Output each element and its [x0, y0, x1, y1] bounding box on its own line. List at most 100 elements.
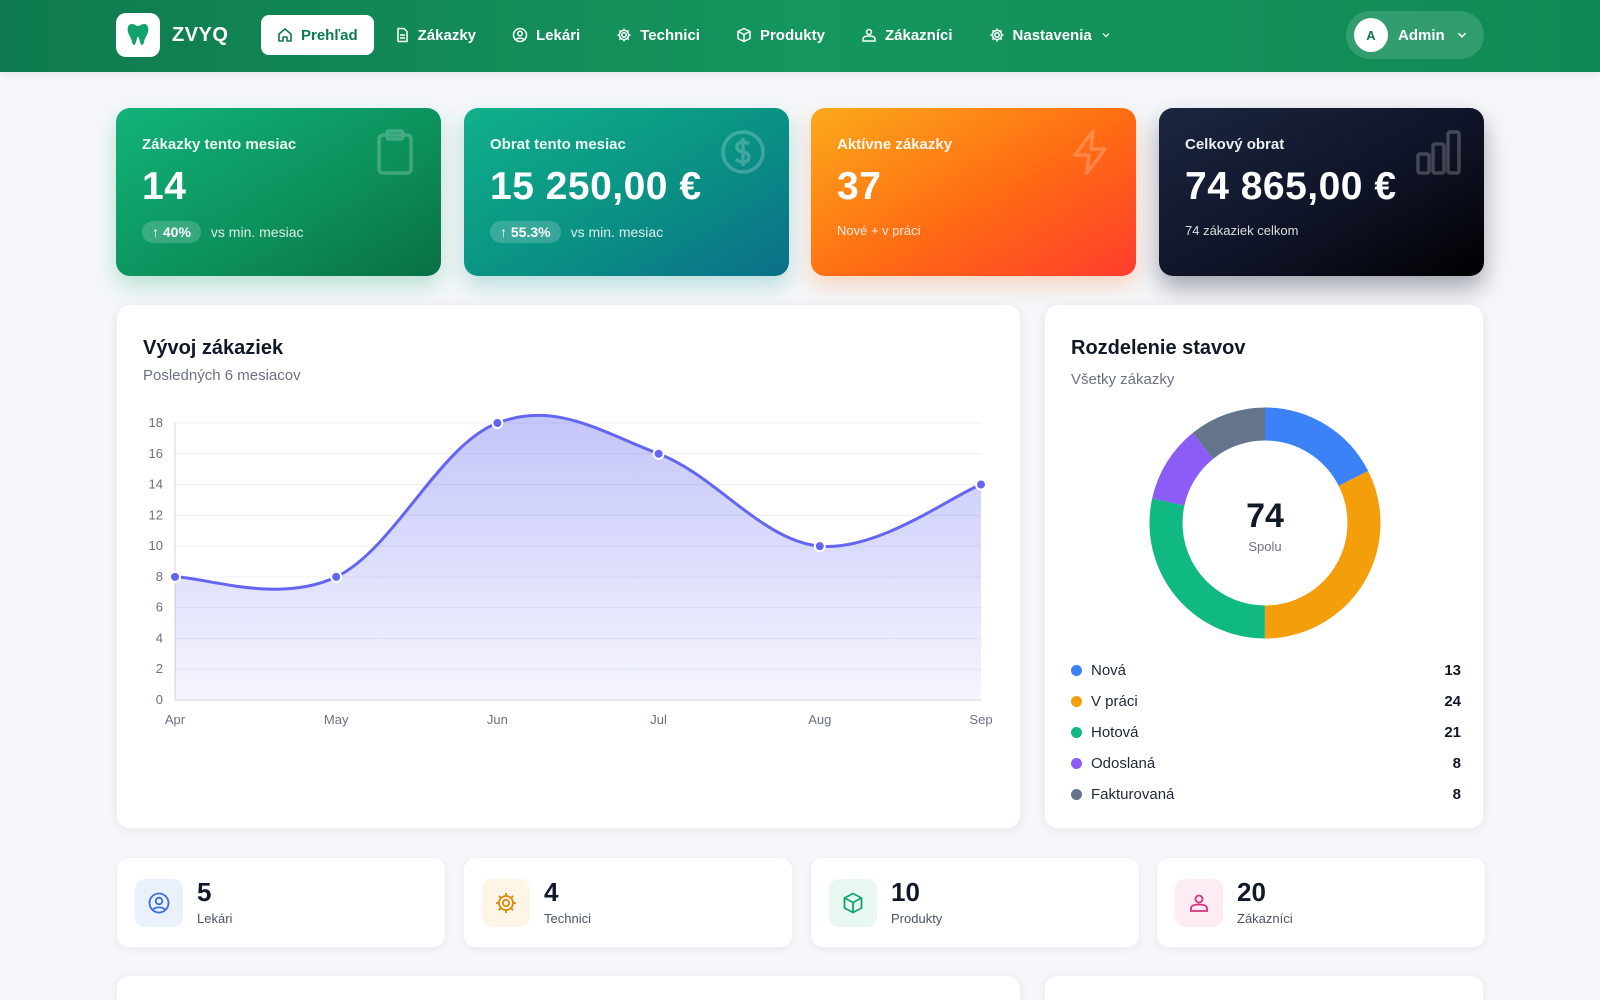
nav-item-lekari[interactable]: Lekári [496, 15, 596, 55]
home-icon [278, 28, 292, 42]
legend-count: 21 [1444, 724, 1461, 741]
kpi-card-total-revenue[interactable]: Celkový obrat 74 865,00 € 74 zákaziek ce… [1159, 108, 1484, 276]
legend-label: Hotová [1091, 724, 1139, 741]
trend-badge: ↑ 55.3% [490, 221, 561, 243]
box-icon [737, 27, 751, 43]
chevron-down-icon [1457, 32, 1466, 38]
x-tick-label: May [324, 712, 349, 727]
stat-card-produkty[interactable]: 10 Produkty [810, 857, 1140, 948]
legend-item-hotova[interactable]: Hotová 21 [1071, 717, 1461, 748]
stat-value: 20 [1237, 877, 1266, 907]
user-circle-icon [148, 892, 170, 913]
nav-item-produkty[interactable]: Produkty [720, 15, 841, 55]
legend-label: V práci [1091, 693, 1138, 710]
user-circle-icon [512, 27, 528, 43]
legend-label: Fakturovaná [1091, 786, 1175, 803]
legend-dot [1071, 758, 1082, 769]
kpi-sub: 74 zákaziek celkom [1185, 223, 1299, 238]
y-tick-label: 18 [149, 415, 163, 430]
status-legend: Nová 13 V práci 24 Hotová 21 Odoslaná 8 … [1071, 655, 1461, 810]
top-navbar: ZVYQ Prehľad Zákazky Lekári Technici Pro… [0, 0, 1600, 72]
legend-item-fakturovana[interactable]: Fakturovaná 8 [1071, 779, 1461, 810]
stat-card-technici[interactable]: 4 Technici [463, 857, 793, 948]
data-point[interactable] [652, 447, 665, 460]
stat-value: 4 [544, 877, 559, 907]
trend-text: vs min. mesiac [570, 224, 664, 240]
nav-item-prehlad[interactable]: Prehľad [261, 15, 374, 55]
chevron-down-icon [1102, 33, 1110, 38]
orders-trend-panel: Vývoj zákaziek Posledných 6 mesiacov 0 2 4… [116, 304, 1021, 829]
stat-card-zakaznici[interactable]: 20 Zákazníci [1156, 857, 1486, 948]
kpi-label: Zákazky tento mesiac [142, 136, 297, 153]
nav-item-technici[interactable]: Technici [600, 15, 716, 55]
nav-item-label: Prehľad [301, 26, 358, 44]
lightning-icon [1073, 129, 1107, 175]
donut-slice[interactable] [1149, 407, 1381, 639]
trend-badge: ↑ 40% [142, 221, 201, 243]
stat-icon-box [482, 878, 530, 927]
legend-item-v-praci[interactable]: V práci 24 [1071, 686, 1461, 717]
nav-item-label: Technici [640, 26, 700, 44]
y-tick-label: 10 [149, 538, 163, 553]
stat-icon-box [829, 878, 877, 927]
stat-label: Produkty [891, 911, 943, 926]
donut-total-label: Spolu [1248, 539, 1282, 554]
status-distribution-panel: Rozdelenie stavov Všetky zákazky 74 Spol… [1044, 304, 1484, 829]
user-menu[interactable]: A Admin [1346, 11, 1484, 59]
users-icon [1190, 894, 1208, 912]
kpi-label: Obrat tento mesiac [490, 136, 626, 153]
clipboard-icon [377, 129, 413, 175]
kpi-value: 74 865,00 € [1185, 165, 1397, 208]
nav-item-nastavenia[interactable]: Nastavenia [973, 15, 1128, 55]
kpi-card-active-orders[interactable]: Aktívne zákazky 37 Nové + v práci [811, 108, 1136, 276]
gear-icon [617, 28, 631, 42]
y-tick-label: 0 [156, 692, 163, 707]
donut-slice[interactable] [1149, 407, 1381, 639]
legend-dot [1071, 696, 1082, 707]
gear-icon [990, 28, 1004, 42]
data-point[interactable] [491, 417, 504, 429]
legend-item-odoslana[interactable]: Odoslaná 8 [1071, 748, 1461, 779]
nav-item-label: Zákazníci [884, 26, 953, 44]
nav-item-label: Lekári [536, 26, 581, 44]
stat-label: Zákazníci [1237, 911, 1293, 926]
user-name: Admin [1398, 26, 1445, 44]
x-tick-label: Sep [969, 712, 992, 727]
y-tick-label: 14 [149, 477, 163, 492]
data-point[interactable] [813, 540, 826, 553]
legend-dot [1071, 727, 1082, 738]
dollar-icon [721, 130, 765, 174]
stat-icon-box [135, 878, 183, 927]
kpi-value: 14 [142, 165, 187, 208]
brand[interactable]: ZVYQ [116, 13, 228, 57]
panel-title: Vývoj zákaziek [143, 337, 284, 359]
legend-count: 13 [1444, 662, 1461, 679]
kpi-card-orders-month[interactable]: Zákazky tento mesiac 14 ↑ 40% vs min. me… [116, 108, 441, 276]
main-nav: Prehľad Zákazky Lekári Technici Produkty… [261, 15, 1128, 55]
panel-title: Rozdelenie stavov [1071, 337, 1246, 359]
nav-item-label: Produkty [759, 26, 825, 44]
donut-slice[interactable] [1149, 407, 1381, 639]
kpi-card-revenue-month[interactable]: Obrat tento mesiac 15 250,00 € ↑ 55.3% v… [464, 108, 789, 276]
y-tick-label: 8 [156, 569, 163, 584]
legend-label: Odoslaná [1091, 755, 1156, 772]
panel-subtitle: Všetky zákazky [1071, 371, 1175, 388]
x-tick-label: Apr [165, 712, 186, 727]
kpi-value: 37 [837, 165, 882, 208]
nav-item-label: Zákazky [417, 26, 477, 44]
nav-item-zakaznici[interactable]: Zákazníci [845, 15, 969, 55]
data-point[interactable] [169, 570, 181, 583]
stat-card-lekari[interactable]: 5 Lekári [116, 857, 446, 948]
legend-dot [1071, 665, 1082, 676]
status-donut-chart [1149, 407, 1381, 639]
data-point[interactable] [330, 570, 343, 583]
y-tick-label: 6 [156, 600, 163, 615]
data-point[interactable] [975, 478, 987, 491]
users-icon [862, 28, 876, 42]
orders-trend-chart: 0 2 4 6 8 10 12 14 16 18 Apr May Jun Jul Aug Sep [149, 413, 993, 727]
legend-item-nova[interactable]: Nová 13 [1071, 655, 1461, 686]
stat-label: Technici [544, 911, 591, 926]
kpi-label: Aktívne zákazky [837, 136, 953, 153]
x-tick-label: Jun [487, 712, 508, 727]
nav-item-zakazky[interactable]: Zákazky [378, 15, 492, 55]
